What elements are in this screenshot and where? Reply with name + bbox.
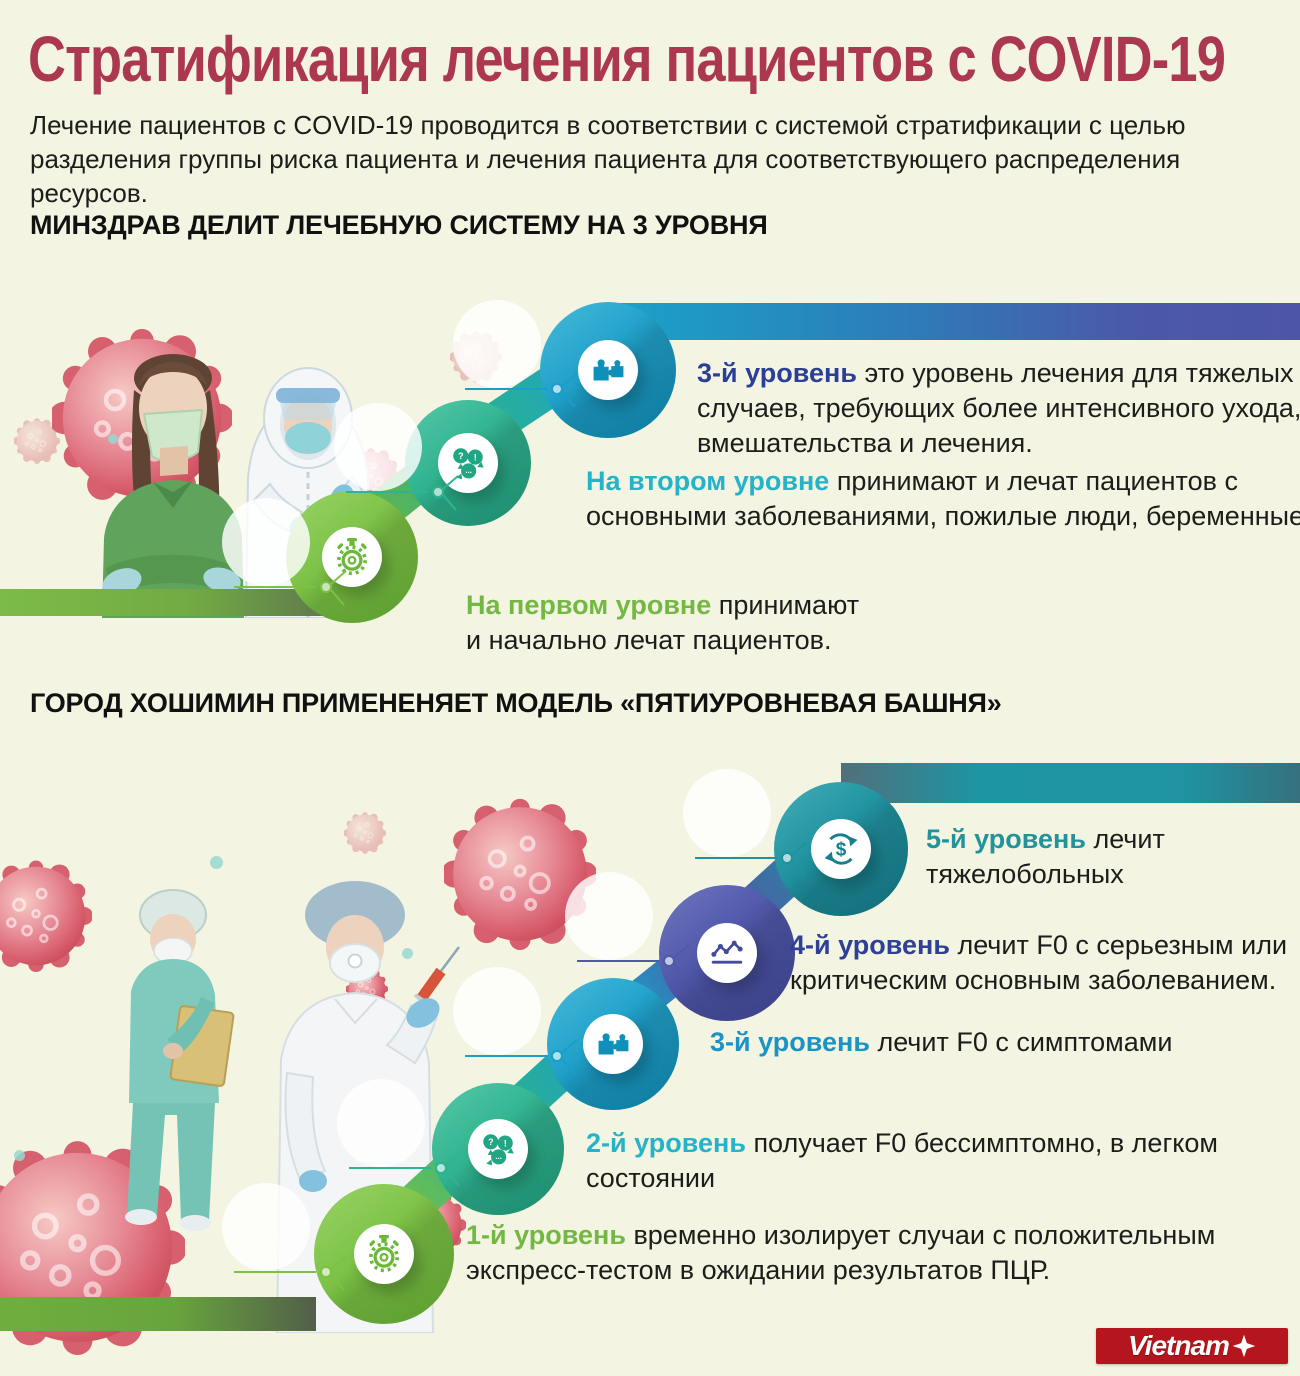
dollar-cycle-icon <box>820 828 862 870</box>
level1-icon-disc <box>322 527 382 587</box>
tower-level5-icon-disc <box>811 819 871 879</box>
level2-icon-disc <box>438 433 498 493</box>
label-halo <box>334 403 422 491</box>
label-halo <box>683 769 771 857</box>
base-bar-1 <box>0 589 352 616</box>
section2-header: ГОРОД ХОШИМИН ПРИМЕНЕНЯЕТ МОДЕЛЬ «ПЯТИУР… <box>30 688 1002 718</box>
medics-illustration-2 <box>125 881 460 1333</box>
level3-circle <box>540 302 676 438</box>
label-halo <box>453 300 541 388</box>
tower-level4-circle <box>659 885 795 1021</box>
label-halo <box>453 967 541 1055</box>
level3-ribbon <box>608 303 1300 340</box>
tower-level1-circle <box>314 1184 454 1324</box>
tower-level4-description: 4-й уровень лечит F0 с серьезным или крит… <box>790 930 1288 995</box>
label-halo <box>222 498 310 586</box>
label-connector-line <box>234 1255 347 1291</box>
base-bar-2 <box>0 1297 316 1331</box>
tower-level1-description: 1-й уровень временно изолирует случаи с п… <box>466 1220 1216 1285</box>
level5-ribbon <box>841 763 1300 803</box>
label-connector-line <box>346 475 459 511</box>
label-halo <box>222 1183 310 1271</box>
decor-dot <box>108 434 118 444</box>
virus-blob-pale <box>344 812 386 854</box>
tower-level2-icon-disc <box>468 1119 528 1179</box>
decor-dot <box>14 1150 25 1161</box>
level1-number-label: 01 <box>222 498 364 609</box>
line-chart-icon <box>706 932 748 974</box>
intro-paragraph: Лечение пациентов с COVID-19 проводится … <box>30 110 1186 208</box>
logo-wordmark: Vietnam <box>1128 1330 1230 1361</box>
tower-level4-number-label: 04 <box>565 872 707 983</box>
level3-number-label: 03 <box>453 300 595 411</box>
tower-level2-number-label: 02 <box>337 1079 479 1190</box>
tower-level2-description: 2-й уровень получает F0 бессимптомно, в л… <box>586 1128 1218 1193</box>
label-connector-line <box>577 944 690 980</box>
decor-dot <box>210 856 223 869</box>
level3-icon-disc <box>578 340 638 400</box>
virus-bubbles-icon <box>477 1128 519 1170</box>
plus-icon <box>1232 1334 1256 1358</box>
tower-level1-icon-disc <box>354 1224 414 1284</box>
label-connector-line <box>465 372 578 408</box>
label-connector-line <box>695 841 808 877</box>
tower-level3-circle <box>547 978 679 1110</box>
stopwatch-gear-icon <box>363 1233 405 1275</box>
level2-description: На втором уровне принимают и лечат пациен… <box>586 466 1300 531</box>
tower-level4-icon-disc <box>697 923 757 983</box>
level2-number-label: 02 <box>334 403 476 514</box>
tower-level1-number-label: 01 <box>222 1183 364 1294</box>
level1-description: На первом уровне принимают и начально леч… <box>466 590 860 655</box>
level1-circle <box>286 491 418 623</box>
page-title: Стратификация лечения пациентов с COVID-… <box>28 23 1226 95</box>
decor-dot <box>402 948 413 959</box>
section1-header: МИНЗДРАВ ДЕЛИТ ЛЕЧЕБНУЮ СИСТЕМУ НА 3 УРО… <box>30 210 768 240</box>
label-connector-line <box>349 1151 462 1187</box>
tower-level5-circle <box>774 782 908 916</box>
tower-level2-circle <box>432 1083 564 1215</box>
label-connector-line <box>234 570 347 606</box>
tower-level3-icon-disc <box>583 1014 643 1074</box>
label-halo <box>565 872 653 960</box>
tower-level3-number-label: 03 <box>453 967 595 1078</box>
label-connector-line <box>465 1039 578 1075</box>
label-halo <box>337 1079 425 1167</box>
puzzle-icon <box>592 1023 634 1065</box>
level2-circle <box>405 400 531 526</box>
vietnamplus-logo: Vietnam <box>1096 1328 1288 1364</box>
level3-description: 3-й уровень это уровень лечения для тяжел… <box>697 358 1300 458</box>
tower-level5-description: 5-й уровень лечит тяжелобольных <box>926 824 1165 889</box>
tower-level3-description: 3-й уровень лечит F0 с симптомами <box>710 1027 1173 1057</box>
tower-level5-number-label: 05 <box>683 769 825 880</box>
